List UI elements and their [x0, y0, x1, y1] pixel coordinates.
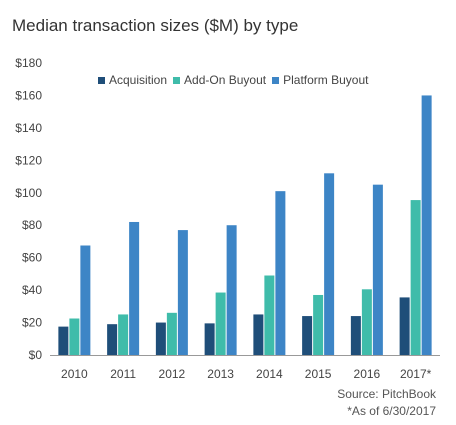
legend-label: Platform Buyout — [283, 73, 369, 87]
bar-add-on-buyout-2011 — [118, 314, 129, 355]
bar-add-on-buyout-2016 — [361, 289, 372, 355]
x-tick-label: 2016 — [354, 367, 381, 381]
y-tick-label: $120 — [15, 153, 42, 167]
y-tick-label: $40 — [22, 283, 42, 297]
source-note: Source: PitchBook *As of 6/30/2017 — [337, 386, 436, 420]
bar-acquisition-2017 — [399, 297, 410, 355]
legend-item-add-on-buyout: Add-On Buyout — [173, 73, 266, 87]
bar-platform-buyout-2014 — [275, 191, 286, 355]
bar-acquisition-2015 — [302, 316, 313, 355]
x-axis: 2010 2011 2012 2013 2014 2015 2016 2017* — [61, 367, 432, 381]
bar-platform-buyout-2016 — [372, 184, 383, 355]
bar-platform-buyout-2012 — [177, 230, 188, 355]
bar-acquisition-2014 — [253, 314, 264, 355]
y-tick-label: $160 — [15, 88, 42, 102]
x-tick-label: 2013 — [207, 367, 234, 381]
bars — [58, 95, 432, 355]
y-tick-label: $140 — [15, 121, 42, 135]
bar-platform-buyout-2010 — [80, 245, 91, 355]
legend-label: Acquisition — [109, 73, 168, 87]
legend-swatch — [272, 76, 280, 84]
bar-add-on-buyout-2013 — [215, 292, 226, 355]
x-tick-label: 2017* — [400, 367, 432, 381]
bar-platform-buyout-2017 — [421, 95, 432, 355]
y-tick-label: $100 — [15, 186, 42, 200]
x-tick-label: 2010 — [61, 367, 88, 381]
y-axis: $0 $20 $40 $60 $80 $100 $120 $140 $160 $180 — [15, 56, 42, 362]
bar-add-on-buyout-2010 — [69, 318, 80, 355]
bar-add-on-buyout-2014 — [264, 275, 275, 355]
bar-add-on-buyout-2017 — [410, 200, 421, 355]
chart-title: Median transaction sizes ($M) by type — [12, 16, 299, 35]
bar-platform-buyout-2011 — [129, 221, 140, 355]
x-tick-label: 2011 — [110, 367, 136, 381]
bar-add-on-buyout-2012 — [166, 312, 177, 355]
bar-acquisition-2011 — [107, 324, 118, 355]
legend-item-platform-buyout: Platform Buyout — [272, 73, 368, 87]
bar-add-on-buyout-2015 — [313, 294, 324, 355]
x-tick-label: 2012 — [159, 367, 186, 381]
legend-item-acquisition: Acquisition — [98, 73, 167, 87]
y-tick-label: $20 — [22, 316, 42, 330]
bar-acquisition-2016 — [350, 316, 361, 355]
source-text: Source: PitchBook — [337, 387, 436, 401]
bar-acquisition-2013 — [204, 323, 215, 355]
x-tick-label: 2015 — [305, 367, 332, 381]
bar-platform-buyout-2015 — [324, 173, 335, 355]
bar-acquisition-2012 — [155, 322, 166, 355]
y-tick-label: $60 — [22, 251, 42, 265]
legend-swatch — [173, 76, 181, 84]
y-tick-label: $180 — [15, 56, 42, 70]
footnote-text: *As of 6/30/2017 — [347, 404, 436, 418]
legend-swatch — [98, 76, 105, 84]
bar-platform-buyout-2013 — [226, 225, 237, 355]
bar-acquisition-2010 — [58, 326, 69, 355]
legend-label: Add-On Buyout — [184, 73, 267, 87]
x-tick-label: 2014 — [256, 367, 283, 381]
y-tick-label: $0 — [29, 348, 43, 362]
y-tick-label: $80 — [22, 218, 42, 232]
legend: Acquisition Add-On Buyout Platform Buyou… — [98, 73, 374, 87]
